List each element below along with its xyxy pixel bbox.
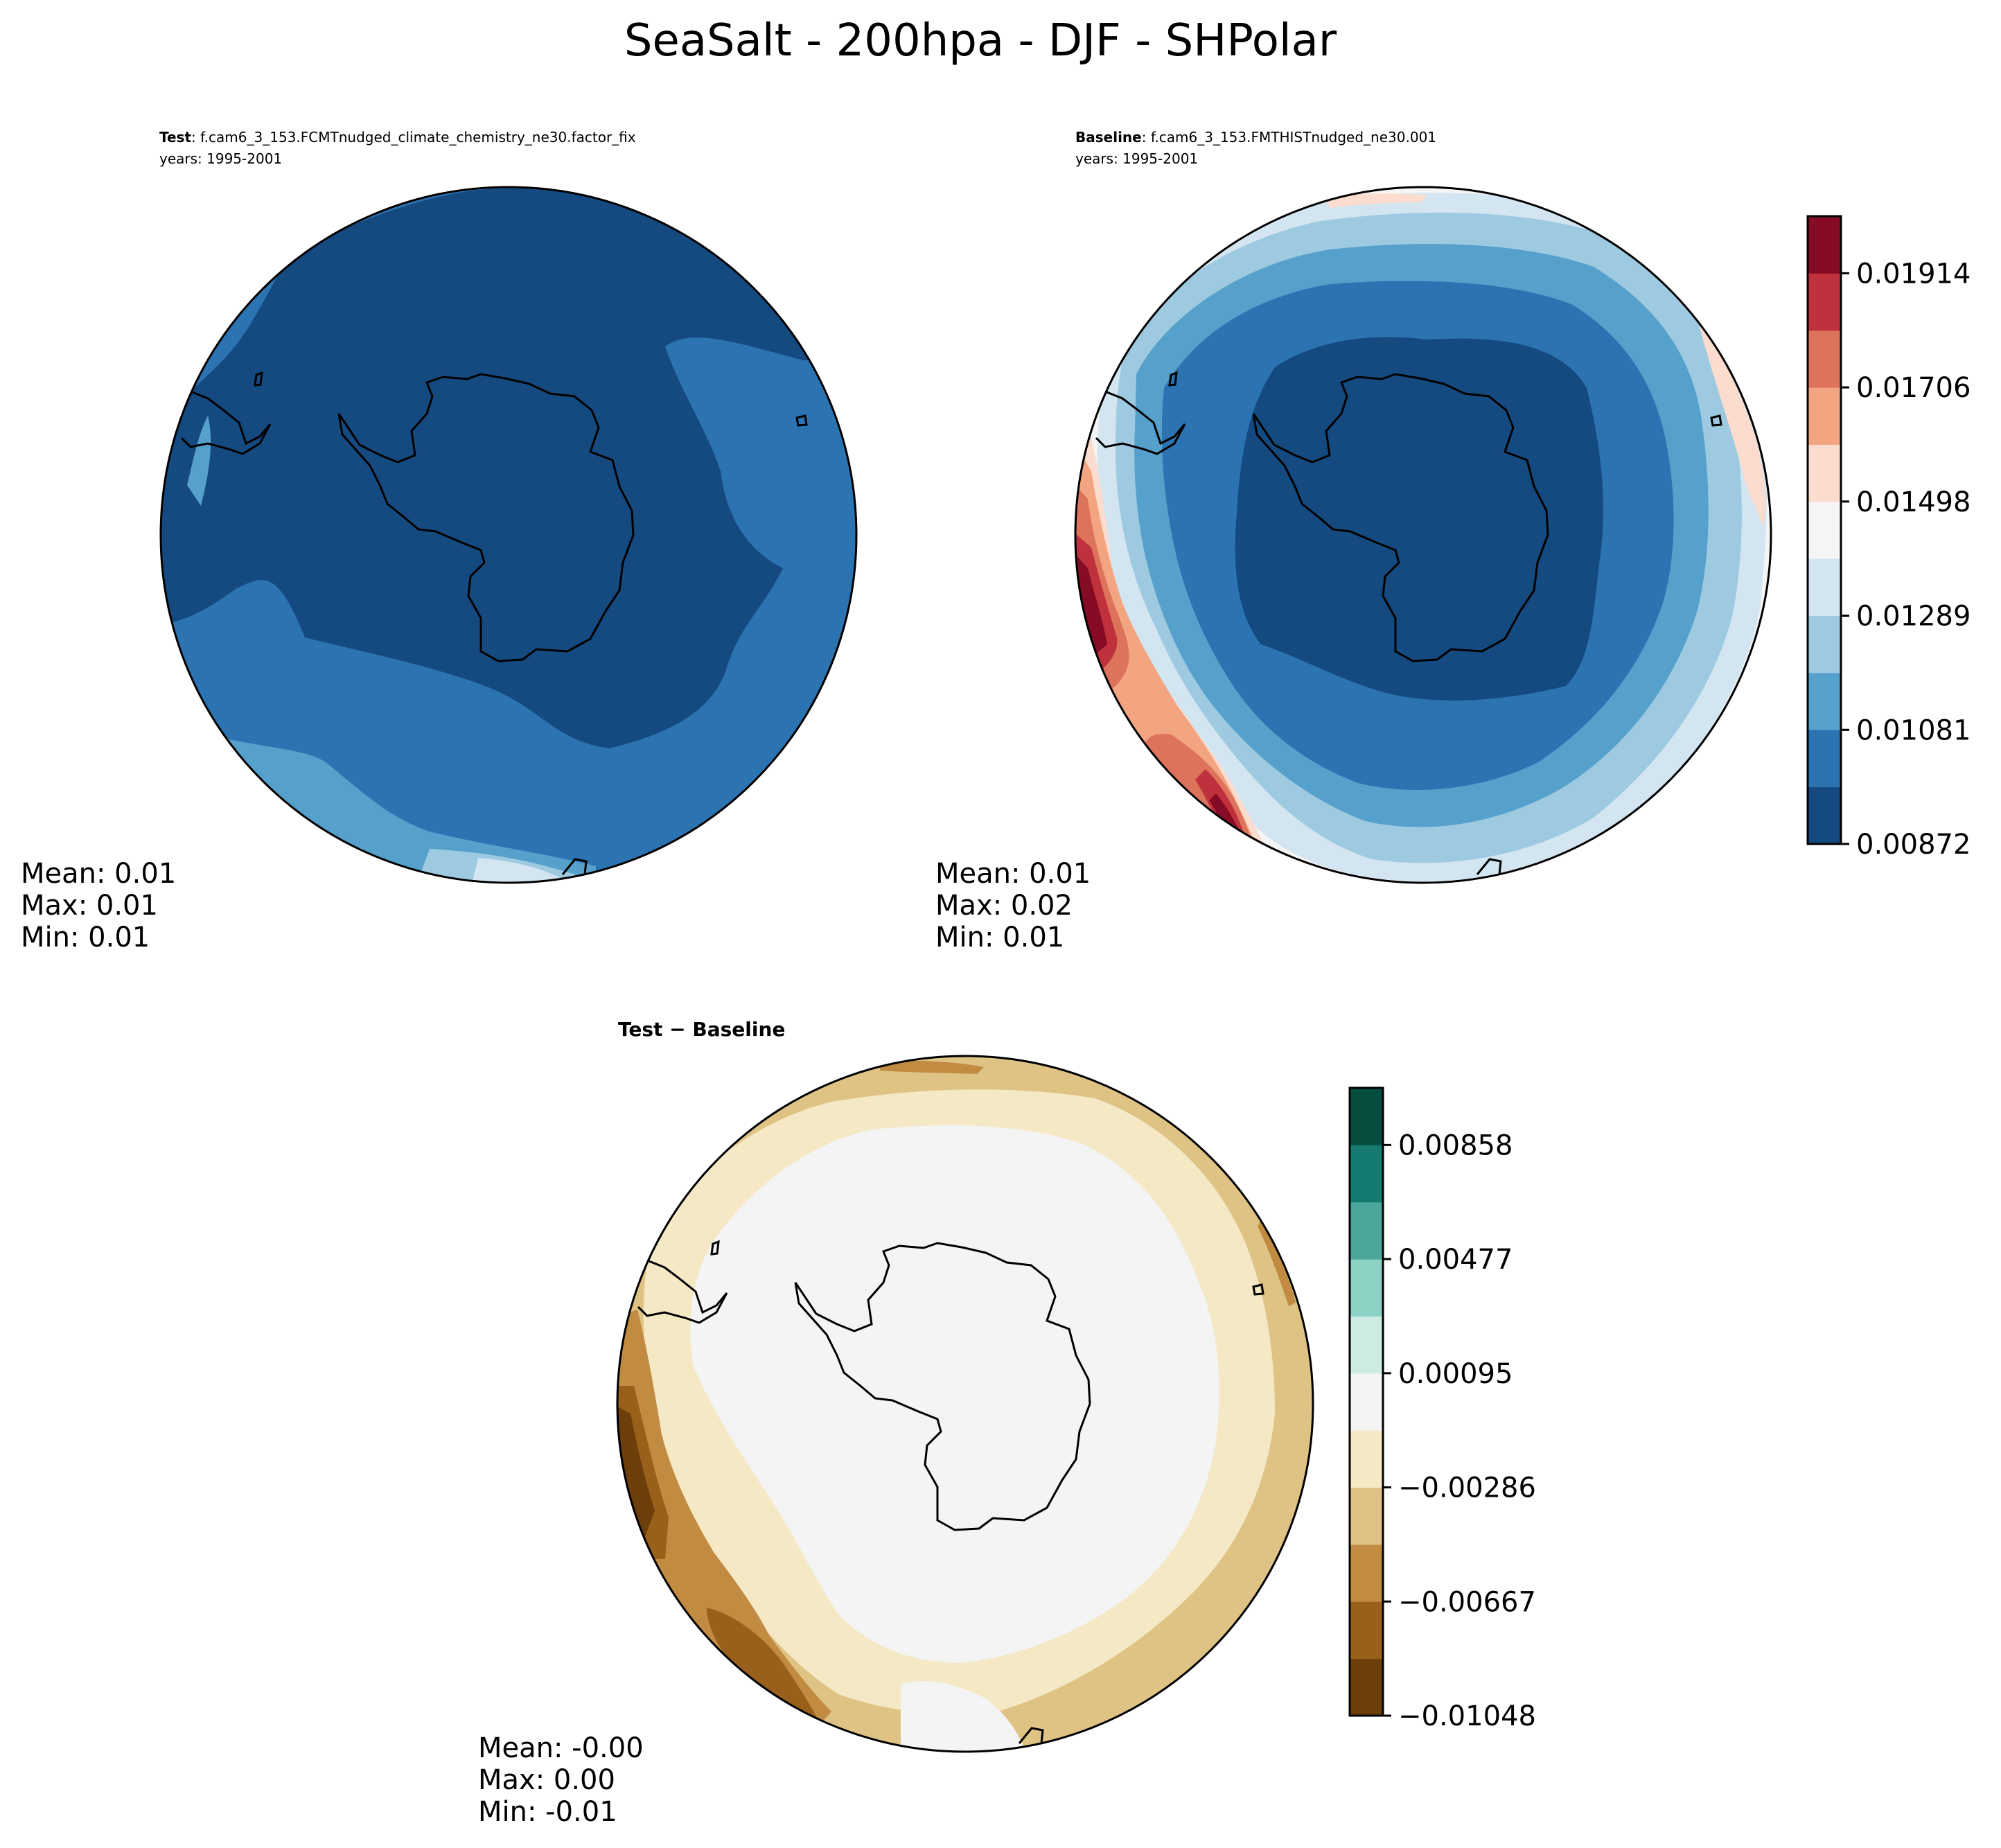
- test-africa-coastline: [561, 858, 588, 875]
- test-field-lightest-south: [471, 858, 561, 883]
- colorbar-diff-segment: [1350, 1601, 1383, 1660]
- colorbar-main-segment: [1808, 387, 1841, 445]
- colorbar-diff-segment: [1350, 1259, 1383, 1317]
- panel-difference-boundary: [616, 1055, 1314, 1753]
- panel-difference-max: Max: 0.00: [478, 1764, 615, 1796]
- baseline-field-warm-east: [1698, 319, 1765, 527]
- test-field-light-east: [783, 263, 845, 333]
- baseline-falklands-outline: [1168, 371, 1178, 387]
- colorbar-main-tick-label: 0.01706: [1856, 372, 1971, 404]
- difference-south-america-coastline: [637, 1259, 728, 1324]
- colorbar-main-tick-label: 0.01081: [1856, 714, 1971, 746]
- panel-test-label: Test: [159, 129, 191, 146]
- colorbar-diff-tick-label: 0.00477: [1398, 1244, 1513, 1276]
- test-falklands-outline: [254, 371, 263, 387]
- baseline-field-warm-north: [1323, 193, 1427, 208]
- baseline-field-warm5: [1075, 554, 1244, 842]
- panel-baseline-years: years: 1995-2001: [1075, 150, 1198, 167]
- colorbar-main-segment: [1808, 672, 1841, 730]
- panel-baseline-case: : f.cam6_3_153.FMTHISTnudged_ne30.001: [1142, 129, 1436, 146]
- colorbar-main-segment: [1808, 444, 1841, 502]
- colorbar-main-tick-label: 0.01914: [1856, 258, 1971, 290]
- colorbar-main-tick-label: 0.00872: [1856, 829, 1971, 861]
- panel-difference-header: Test − Baseline: [618, 1018, 785, 1041]
- panel-baseline-boundary: [1074, 186, 1772, 884]
- test-field-light-west: [187, 416, 211, 506]
- colorbar-main-segment: [1808, 273, 1841, 331]
- panel-test-map: [161, 187, 856, 883]
- diff-field-white: [690, 1125, 1219, 1752]
- colorbar-diff-segment: [1350, 1145, 1383, 1203]
- baseline-island-outline: [1710, 414, 1722, 427]
- diff-field-brown-north: [880, 1060, 984, 1074]
- difference-africa-coastline: [1018, 1727, 1044, 1744]
- colorbar-main-tick-label: 0.01289: [1856, 601, 1971, 633]
- panel-test-case: : f.cam6_3_153.FCMTnudged_climate_chemis…: [191, 129, 636, 146]
- panel-test-max: Max: 0.01: [21, 890, 158, 922]
- panel-test: Test: f.cam6_3_153.FCMTnudged_climate_ch…: [21, 129, 858, 953]
- difference-falklands-outline: [710, 1240, 720, 1256]
- panel-test-years: years: 1995-2001: [159, 150, 282, 167]
- panel-difference-map: [617, 1056, 1313, 1752]
- panel-difference-min: Min: -0.01: [478, 1796, 617, 1828]
- baseline-africa-coastline: [1476, 858, 1502, 875]
- panel-baseline: Baseline: f.cam6_3_153.FMTHISTnudged_ne3…: [935, 129, 1772, 953]
- baseline-field-dark: [1235, 337, 1603, 701]
- colorbar-diff-segment: [1350, 1316, 1383, 1374]
- colorbar-diff-segment: [1350, 1088, 1383, 1145]
- colorbar-main-segment: [1808, 501, 1841, 559]
- baseline-south-america-coastline: [1095, 390, 1186, 455]
- colorbar-diff-tick-label: −0.00286: [1398, 1472, 1536, 1504]
- panel-test-boundary: [159, 186, 858, 884]
- panel-baseline-max: Max: 0.02: [935, 890, 1073, 922]
- colorbar-main-segment: [1808, 730, 1841, 788]
- colorbar-diff-segment: [1350, 1658, 1383, 1716]
- colorbar-main-segment: [1808, 330, 1841, 388]
- colorbar-main-segment: [1808, 216, 1841, 274]
- figure-title: SeaSalt - 200hpa - DJF - SHPolar: [624, 15, 1337, 67]
- panel-baseline-mean: Mean: 0.01: [935, 858, 1091, 890]
- colorbar-main-segment: [1808, 558, 1841, 617]
- panel-difference-mean: Mean: -0.00: [478, 1732, 644, 1764]
- colorbar-main-segment: [1808, 786, 1841, 845]
- test-field-dark: [161, 187, 831, 748]
- colorbar-diff-frame: [1348, 1086, 1384, 1717]
- colorbar-diff-tick-label: −0.00667: [1398, 1586, 1536, 1618]
- panel-test-mean: Mean: 0.01: [21, 858, 176, 890]
- difference-island-outline: [1252, 1283, 1264, 1296]
- colorbar-diff-segment: [1350, 1373, 1383, 1431]
- colorbar-main-frame: [1806, 215, 1842, 845]
- diff-field-brown-east: [1258, 1220, 1296, 1306]
- colorbar-diff-segment: [1350, 1430, 1383, 1488]
- panel-baseline-label: Baseline: [1075, 129, 1142, 146]
- colorbar-difference: −0.01048 −0.00667 −0.00286 0.00095 0.00477 0.…: [1348, 1086, 1536, 1732]
- diff-field-brown2: [617, 1386, 821, 1739]
- colorbar-diff-tick-label: 0.00095: [1398, 1358, 1513, 1390]
- test-island-outline: [795, 414, 808, 427]
- panel-test-header: Test: f.cam6_3_153.FCMTnudged_climate_ch…: [159, 129, 636, 146]
- colorbar-main: 0.00872 0.01081 0.01289 0.01498 0.01706 0.019…: [1806, 215, 1971, 861]
- colorbar-diff-segment: [1350, 1487, 1383, 1545]
- panel-baseline-header: Baseline: f.cam6_3_153.FMTHISTnudged_ne3…: [1075, 129, 1436, 146]
- colorbar-diff-segment: [1350, 1202, 1383, 1260]
- colorbar-main-segment: [1808, 615, 1841, 674]
- baseline-field-warm3: [1075, 485, 1258, 866]
- colorbar-diff-segment: [1350, 1544, 1383, 1602]
- colorbar-main-tick-label: 0.01498: [1856, 486, 1971, 518]
- panel-test-min: Min: 0.01: [21, 922, 150, 953]
- panel-baseline-min: Min: 0.01: [935, 922, 1064, 953]
- colorbar-diff-tick-label: 0.00858: [1398, 1129, 1513, 1161]
- colorbar-diff-tick-label: −0.01048: [1398, 1700, 1536, 1732]
- panel-baseline-map: [1075, 187, 1771, 883]
- panel-difference: Test − Baseline Mean: -0.00 Max: 0.00 Mi…: [478, 1018, 1314, 1828]
- test-south-america-coastline: [180, 390, 272, 455]
